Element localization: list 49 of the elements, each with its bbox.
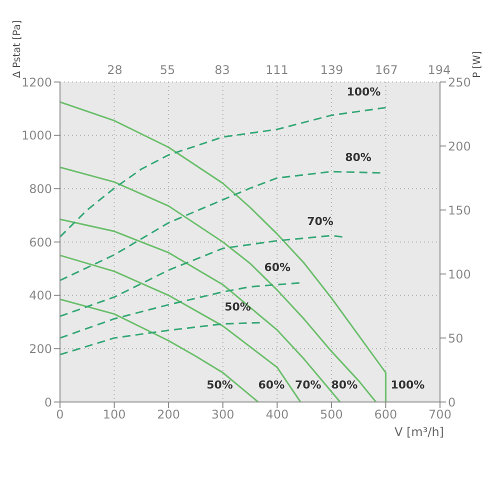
line-series [60,170,382,282]
x-tick-label: 600 [374,408,398,422]
series-label: 80% [345,150,372,164]
line-series [60,322,261,356]
line-series [60,166,377,402]
y2-tick-label: 250 [448,75,471,90]
x2-tick-label: 83 [214,63,230,77]
line-series [60,106,387,238]
y-tick-label: 400 [29,288,52,303]
y2-tick-label: 200 [448,139,471,154]
x2-tick-label: 28 [107,63,122,77]
series-label: 60% [264,260,291,274]
line-series [60,298,259,402]
y-tick-label: 600 [29,235,52,250]
x-axis-title: V [m³/h] [394,425,444,439]
x-tick-label: 500 [320,408,343,422]
series-label: 60% [258,378,285,392]
y2-tick-label: 150 [448,203,471,218]
x-tick-label: 400 [266,408,289,422]
y-tick-label: 1000 [21,128,52,143]
y2-axis-title: P [W] [472,51,483,78]
x-tick-label: 100 [102,408,126,422]
x2-tick-label: 55 [160,63,176,77]
x-tick-label: 200 [157,408,180,422]
x2-tick-label: 194 [428,63,451,77]
x-tick-label: 300 [211,408,234,422]
line-series [60,234,344,318]
series-label: 100% [390,378,425,392]
y-axis-title: Δ Pstat [Pa] [12,20,23,78]
series-label: 80% [331,378,358,392]
x-tick-label: 0 [56,408,64,422]
series-label: 100% [346,86,381,99]
y-tick-label: 1200 [21,75,52,90]
y2-tick-label: 0 [448,395,456,410]
x-tick-label: 700 [428,408,452,422]
y-tick-label: 200 [29,342,52,356]
y2-tick-label: 100 [448,267,471,282]
x2-tick-label: 139 [320,63,344,77]
line-series [60,101,387,402]
y2-tick-label: 50 [448,331,464,346]
y-tick-label: 800 [29,182,52,196]
x2-tick-label: 167 [374,63,398,77]
series-label: 50% [206,378,233,392]
y-tick-label: 0 [44,395,52,410]
series-label: 70% [307,214,334,228]
line-series [60,282,300,339]
series-label: 70% [294,378,322,392]
series-label: 50% [224,300,251,314]
x2-tick-label: 111 [266,63,288,77]
